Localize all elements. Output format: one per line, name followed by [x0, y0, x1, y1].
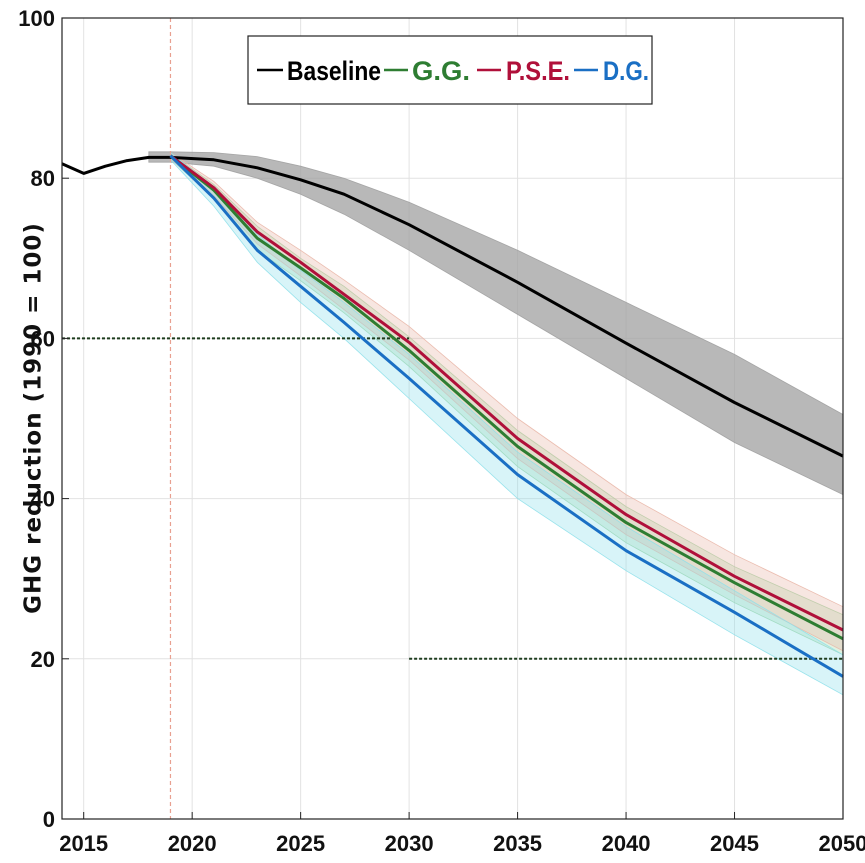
legend-label-pse: P.S.E. [506, 56, 570, 86]
legend: Baseline G.G. P.S.E. D.G. [247, 35, 653, 105]
y-tick-label-60: 60 [31, 326, 55, 351]
y-axis-label-group: GHG reduction (1990 = 100) [21, 222, 47, 614]
y-tick-label-40: 40 [31, 487, 55, 512]
y-tick-label-20: 20 [31, 647, 55, 672]
x-tick-label-2045: 2045 [710, 831, 759, 856]
legend-label-baseline: Baseline [287, 56, 381, 86]
x-tick-label-2025: 2025 [276, 831, 325, 856]
y-axis-label: GHG reduction (1990 = 100) [21, 222, 47, 614]
reference-lines [62, 337, 843, 660]
y-tick-label-100: 100 [18, 6, 55, 31]
x-tick-label-2040: 2040 [602, 831, 651, 856]
y-tick-label-0: 0 [43, 807, 55, 832]
series-line-baseline [61, 155, 844, 458]
x-tick-label-2030: 2030 [385, 831, 434, 856]
x-tick-label-2015: 2015 [59, 831, 108, 856]
y-tick-label-80: 80 [31, 166, 55, 191]
series-lines [61, 154, 844, 678]
x-tick-label-2020: 2020 [168, 831, 217, 856]
series-line-dg [169, 154, 844, 678]
plot-frame [61, 17, 844, 820]
legend-label-dg: D.G. [603, 56, 649, 86]
axis-ticks: 2015 2020 2025 2030 2035 2040 2045 205002040608… [18, 6, 865, 856]
x-tick-label-2035: 2035 [493, 831, 542, 856]
legend-label-gg: G.G. [412, 56, 470, 86]
x-tick-label-2050: 2050 [819, 831, 865, 856]
series-line-pse [169, 154, 844, 632]
series-line-gg [169, 154, 844, 641]
